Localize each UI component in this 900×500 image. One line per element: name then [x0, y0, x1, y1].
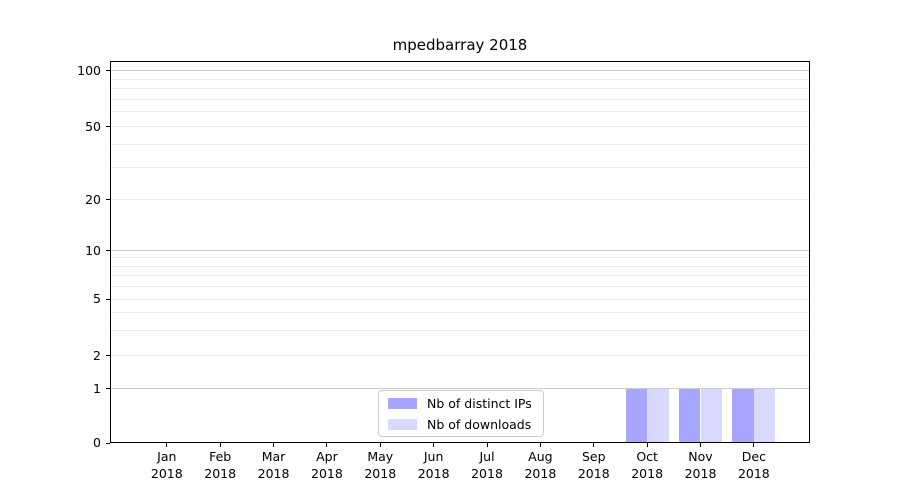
x-tick-label: Jul 2018 [471, 449, 503, 481]
y-gridline-minor [111, 88, 809, 90]
y-tick-mark [106, 355, 110, 356]
bar-distinct-ips [625, 388, 648, 443]
legend-swatch-distinct-ips [388, 397, 417, 409]
x-tick-mark [646, 443, 648, 447]
x-tick-mark [433, 443, 435, 447]
x-tick-label: Sep 2018 [577, 449, 610, 481]
y-tick-mark [106, 199, 110, 200]
bar-downloads [647, 388, 669, 443]
y-gridline [111, 199, 809, 200]
bar-distinct-ips [679, 388, 701, 443]
bar-distinct-ips [732, 388, 754, 443]
x-tick-label: Mar 2018 [257, 449, 290, 481]
y-gridline-minor [111, 99, 809, 101]
y-gridline-minor [111, 329, 809, 331]
legend-entry: Nb of distinct IPs [388, 396, 534, 411]
y-gridline-minor [111, 265, 809, 267]
bar-downloads [700, 388, 722, 443]
y-tick-label: 20 [85, 191, 101, 207]
y-gridline-minor [111, 274, 809, 276]
x-tick-mark [326, 443, 328, 447]
legend: Nb of distinct IPs Nb of downloads [378, 390, 544, 437]
x-tick-mark [700, 443, 701, 447]
y-gridline-minor [111, 166, 809, 168]
y-gridline [111, 298, 809, 300]
y-gridline [111, 70, 809, 72]
x-tick-label: May 2018 [364, 449, 397, 481]
y-tick-mark [106, 388, 110, 389]
y-tick-label: 10 [85, 242, 101, 258]
x-tick-mark [539, 443, 541, 447]
y-tick-mark [106, 250, 110, 251]
x-tick-label: Nov 2018 [684, 449, 717, 481]
y-gridline [111, 126, 809, 128]
x-tick-label: Oct 2018 [631, 449, 664, 481]
x-tick-mark [753, 443, 755, 447]
x-tick-mark [219, 443, 221, 447]
plot-border [110, 61, 810, 443]
y-gridline [111, 388, 809, 389]
x-tick-mark [593, 443, 595, 447]
y-tick-label: 50 [85, 118, 101, 134]
x-tick-mark [273, 443, 275, 447]
x-tick-label: Jun 2018 [417, 449, 450, 481]
legend-label: Nb of distinct IPs [427, 395, 532, 411]
y-tick-label: 2 [93, 347, 101, 363]
x-tick-label: Jan 2018 [150, 449, 183, 481]
y-gridline-minor [111, 257, 809, 259]
x-tick-label: Dec 2018 [737, 449, 770, 481]
x-tick-label: Feb 2018 [204, 449, 237, 481]
x-tick-mark [486, 443, 488, 447]
y-tick-mark [106, 126, 110, 128]
y-gridline-minor [111, 78, 809, 80]
legend-swatch-downloads [388, 418, 417, 430]
y-gridline [111, 355, 809, 356]
x-tick-label: Apr 2018 [311, 449, 343, 481]
x-tick-label: Aug 2018 [524, 449, 557, 481]
legend-label: Nb of downloads [427, 416, 532, 432]
y-gridline-minor [111, 143, 809, 145]
y-tick-mark [106, 442, 110, 444]
y-tick-mark [106, 70, 110, 72]
y-tick-mark [106, 298, 110, 300]
y-gridline-minor [111, 312, 809, 314]
y-gridline-minor [111, 111, 809, 113]
y-gridline [111, 250, 809, 251]
y-tick-label: 1 [93, 380, 101, 396]
y-gridline-minor [111, 285, 809, 287]
legend-entry: Nb of downloads [388, 417, 534, 432]
y-tick-label: 100 [77, 62, 101, 78]
bar-downloads [753, 388, 776, 443]
x-tick-mark [166, 443, 168, 447]
x-tick-mark [379, 443, 381, 447]
y-tick-label: 0 [93, 435, 101, 450]
y-tick-label: 5 [93, 291, 101, 306]
chart-title: mpedbarray 2018 [392, 36, 528, 54]
